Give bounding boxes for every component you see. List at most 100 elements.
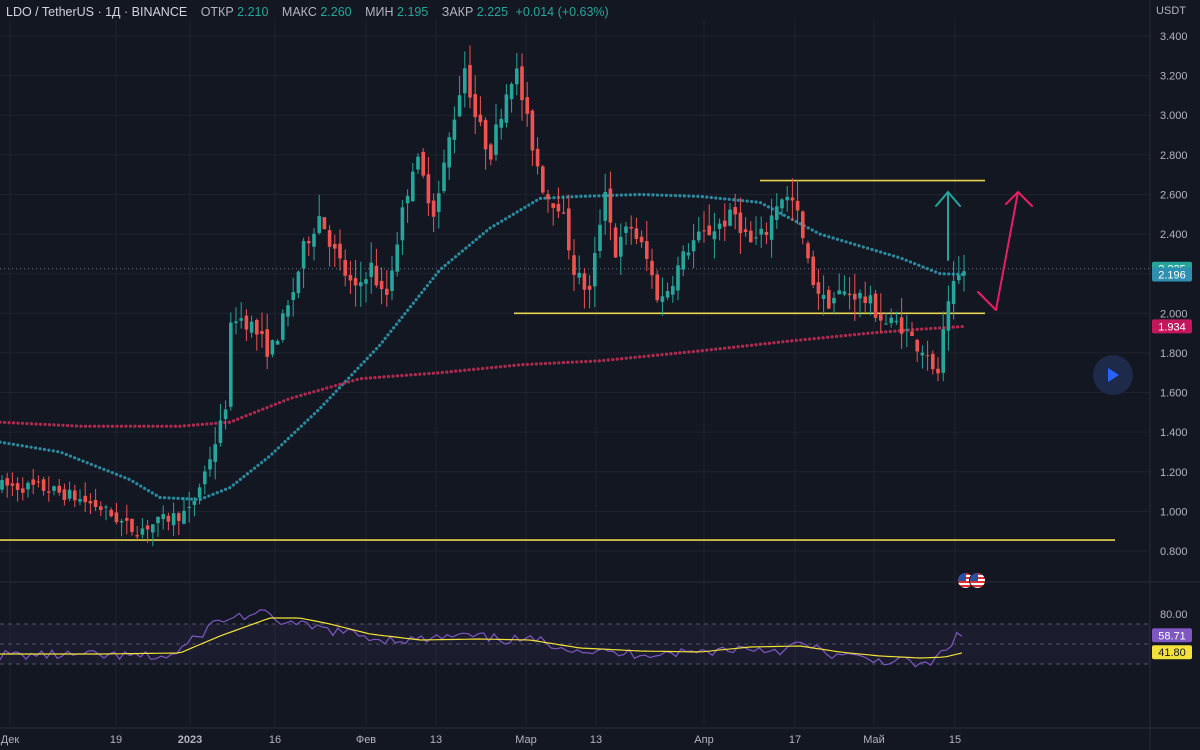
candle xyxy=(322,217,327,230)
time-tick-label: Апр xyxy=(694,734,713,746)
pink-arrow xyxy=(977,191,1033,311)
candle xyxy=(317,194,321,235)
candle-body xyxy=(962,271,966,276)
candle-body xyxy=(499,118,503,128)
rsi-tick-label: 80.00 xyxy=(1160,609,1188,621)
candle xyxy=(733,193,737,230)
price-tick-label: 2.400 xyxy=(1160,229,1188,241)
time-axis[interactable]: Дек 19 2023 16 Фев 13 Мар 13 Апр 17 Май 15 xyxy=(1,734,961,746)
candle-body xyxy=(671,286,675,295)
candles xyxy=(0,45,966,547)
candle-body xyxy=(203,471,207,485)
time-tick-label: 16 xyxy=(269,734,281,746)
candle-body xyxy=(182,510,186,524)
candle-body xyxy=(759,228,763,235)
annotation-arrows xyxy=(935,190,1033,311)
change-value: +0.014 (+0.63%) xyxy=(515,5,609,19)
candle xyxy=(135,525,139,540)
candle-body xyxy=(795,200,800,211)
candle-body xyxy=(213,444,217,462)
candle xyxy=(369,242,373,294)
candle-body xyxy=(353,277,358,286)
candle xyxy=(364,271,368,303)
candle xyxy=(57,479,61,496)
candle-body xyxy=(931,353,935,370)
candle-body xyxy=(15,483,20,490)
candle xyxy=(535,137,540,175)
candle xyxy=(182,497,186,525)
candle xyxy=(327,225,332,267)
candle xyxy=(478,96,483,127)
candle xyxy=(255,318,259,351)
candle-body xyxy=(156,516,160,524)
candle-body xyxy=(421,151,425,176)
candle-body xyxy=(452,119,457,140)
candle-body xyxy=(925,355,930,357)
candle-body xyxy=(780,199,784,209)
close-label: ЗАКР xyxy=(441,5,474,19)
candle-body xyxy=(187,506,191,508)
candle xyxy=(946,285,951,351)
candle xyxy=(307,236,311,257)
candle-body xyxy=(712,231,717,240)
candle xyxy=(353,259,358,307)
candle-body xyxy=(504,94,509,123)
candle xyxy=(15,477,20,502)
candle-body xyxy=(806,243,810,259)
candle-body xyxy=(218,420,223,444)
candle-body xyxy=(634,228,639,239)
candle xyxy=(686,243,691,260)
candle xyxy=(83,482,87,513)
candle xyxy=(660,277,665,316)
candle xyxy=(764,222,769,245)
price-tick-label: 2.000 xyxy=(1160,308,1188,320)
price-badge-label: 1.934 xyxy=(1158,321,1186,333)
candle-body xyxy=(359,282,363,287)
candle xyxy=(265,313,269,370)
candle xyxy=(920,345,925,369)
candle-body xyxy=(655,274,659,301)
candle xyxy=(213,426,217,480)
candle xyxy=(879,293,883,333)
candle xyxy=(494,104,498,161)
candle xyxy=(140,518,145,539)
candle-body xyxy=(879,314,883,321)
price-axis[interactable]: 3.4003.2003.0002.8002.6002.4002.2002.000… xyxy=(1152,31,1192,660)
candle xyxy=(665,282,670,301)
candle-body xyxy=(847,293,852,296)
candle xyxy=(10,472,15,496)
symbol-title[interactable]: LDO / TetherUS · 1Д · BINANCE xyxy=(6,5,188,19)
candle xyxy=(5,472,9,498)
candle xyxy=(551,203,555,226)
candle-body xyxy=(286,305,290,317)
candle-body xyxy=(509,83,514,100)
candle-body xyxy=(416,156,420,170)
candle-body xyxy=(530,110,535,151)
candle xyxy=(769,198,774,258)
candle-body xyxy=(93,499,98,508)
play-button[interactable] xyxy=(1093,355,1133,395)
candle xyxy=(119,518,124,537)
candle xyxy=(47,476,51,502)
price-tick-label: 1.200 xyxy=(1160,467,1188,479)
candle-body xyxy=(457,95,462,117)
events-marker[interactable] xyxy=(957,572,989,589)
candle-body xyxy=(582,273,587,290)
candle-body xyxy=(650,260,654,276)
candle-body xyxy=(478,114,483,123)
candle-body xyxy=(88,501,93,504)
candle xyxy=(312,227,316,261)
candle-body xyxy=(431,200,436,217)
candle-body xyxy=(686,252,691,256)
candle xyxy=(749,221,753,243)
candle-body xyxy=(858,292,862,299)
chart-header: LDO / TetherUS · 1Д · BINANCE ОТКР 2.210… xyxy=(6,5,609,19)
candle-body xyxy=(863,296,867,304)
candle-body xyxy=(411,171,415,202)
candle-body xyxy=(426,174,431,204)
price-badge-label: 2.196 xyxy=(1158,269,1186,281)
candle xyxy=(291,277,295,317)
candle xyxy=(187,491,191,523)
candle-body xyxy=(821,294,826,299)
